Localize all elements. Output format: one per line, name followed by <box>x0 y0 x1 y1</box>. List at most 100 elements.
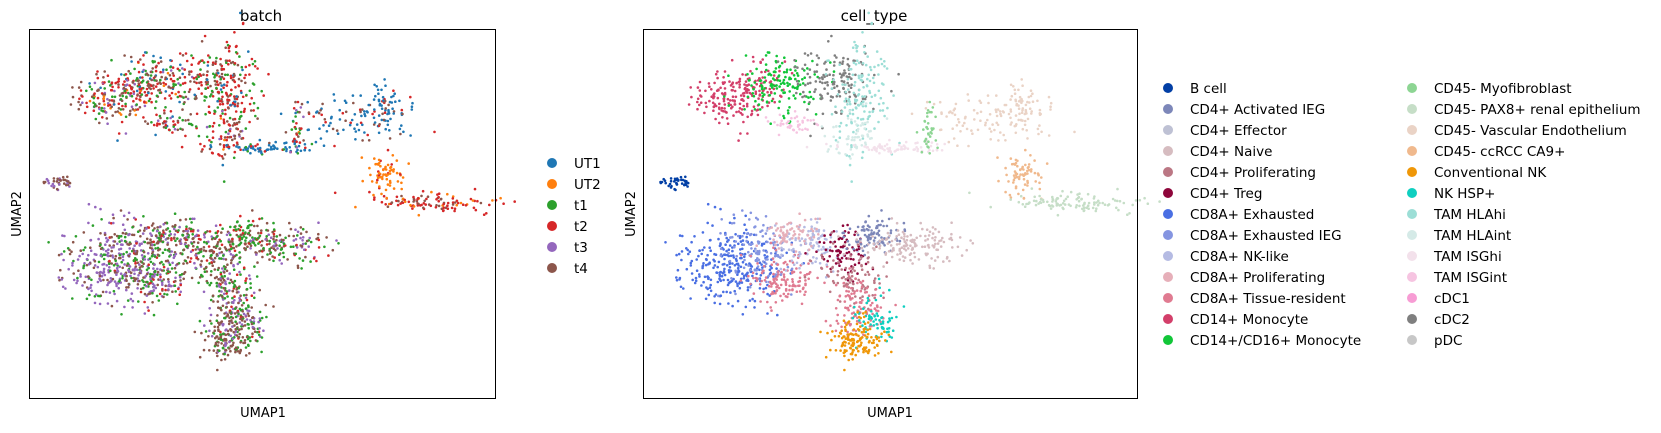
data-point <box>739 248 742 251</box>
data-point <box>133 272 136 276</box>
data-point <box>99 207 102 211</box>
data-point <box>296 230 300 234</box>
data-point <box>247 314 251 318</box>
data-point <box>116 110 120 113</box>
data-point <box>1138 198 1142 202</box>
data-point <box>777 65 781 69</box>
data-point <box>392 170 395 173</box>
data-point <box>723 107 726 110</box>
data-point <box>205 78 209 81</box>
data-point <box>203 236 206 239</box>
data-point <box>859 242 863 246</box>
data-point <box>138 279 141 283</box>
data-point <box>132 92 136 95</box>
data-point <box>231 307 235 311</box>
data-point <box>1040 130 1043 134</box>
data-point <box>738 282 741 285</box>
data-point <box>764 54 768 57</box>
data-point <box>852 247 855 251</box>
data-point <box>120 73 123 76</box>
data-point <box>244 314 248 317</box>
data-point <box>181 82 185 85</box>
data-point <box>236 63 240 67</box>
data-point <box>854 132 858 135</box>
data-point <box>1042 200 1045 204</box>
data-point <box>804 127 807 131</box>
data-point <box>873 236 877 240</box>
data-point <box>921 227 924 231</box>
data-point <box>718 302 722 306</box>
data-point <box>162 265 166 269</box>
data-point <box>793 86 797 90</box>
data-point <box>807 96 810 99</box>
data-point <box>299 106 303 109</box>
data-point <box>155 94 159 98</box>
data-point <box>852 144 856 147</box>
data-point <box>885 224 889 228</box>
data-point <box>231 101 235 105</box>
data-point <box>779 273 783 277</box>
data-point <box>776 263 780 266</box>
data-point <box>857 261 861 265</box>
data-point <box>754 216 758 220</box>
data-point <box>781 231 785 235</box>
data-point <box>755 244 758 247</box>
data-point <box>860 228 864 232</box>
data-point <box>825 263 828 267</box>
data-point <box>810 244 813 248</box>
data-point <box>88 85 92 88</box>
data-point <box>848 227 852 230</box>
data-point <box>696 97 700 101</box>
data-point <box>300 102 304 106</box>
data-point <box>372 198 376 201</box>
data-point <box>109 280 112 283</box>
data-point <box>780 246 783 250</box>
data-point <box>854 95 858 98</box>
data-point <box>844 83 847 87</box>
data-point <box>121 108 125 111</box>
data-point <box>295 122 298 125</box>
data-point <box>137 70 141 74</box>
data-point <box>139 249 143 252</box>
data-point <box>864 220 867 224</box>
data-point <box>272 147 276 151</box>
data-point <box>423 199 427 203</box>
data-point <box>830 87 834 90</box>
data-point <box>844 97 848 100</box>
data-point <box>817 233 820 236</box>
legend-marker-t3 <box>547 242 557 252</box>
data-point <box>278 258 282 262</box>
data-point <box>244 231 247 234</box>
data-point <box>824 73 828 76</box>
data-point <box>245 318 249 321</box>
data-point <box>229 328 232 331</box>
data-point <box>72 259 75 263</box>
data-point <box>841 62 844 65</box>
data-point <box>213 76 216 79</box>
data-point <box>846 103 849 106</box>
data-point <box>752 292 756 295</box>
data-point <box>256 330 259 334</box>
data-point <box>1029 94 1033 98</box>
data-point <box>183 81 187 85</box>
data-point <box>231 238 234 241</box>
data-point <box>164 238 168 241</box>
data-point <box>367 103 371 107</box>
data-point <box>709 278 713 282</box>
data-point <box>791 270 794 274</box>
data-point <box>300 267 303 270</box>
data-point <box>701 264 705 268</box>
data-point <box>773 92 777 95</box>
data-point <box>1017 118 1020 122</box>
data-point <box>847 231 850 234</box>
data-point <box>169 77 173 81</box>
data-point <box>790 227 794 230</box>
data-point <box>118 94 122 97</box>
data-point <box>239 349 242 353</box>
data-point <box>757 242 760 245</box>
data-point <box>209 273 213 277</box>
data-point <box>788 238 792 241</box>
data-point <box>803 76 806 79</box>
data-point <box>240 304 244 307</box>
